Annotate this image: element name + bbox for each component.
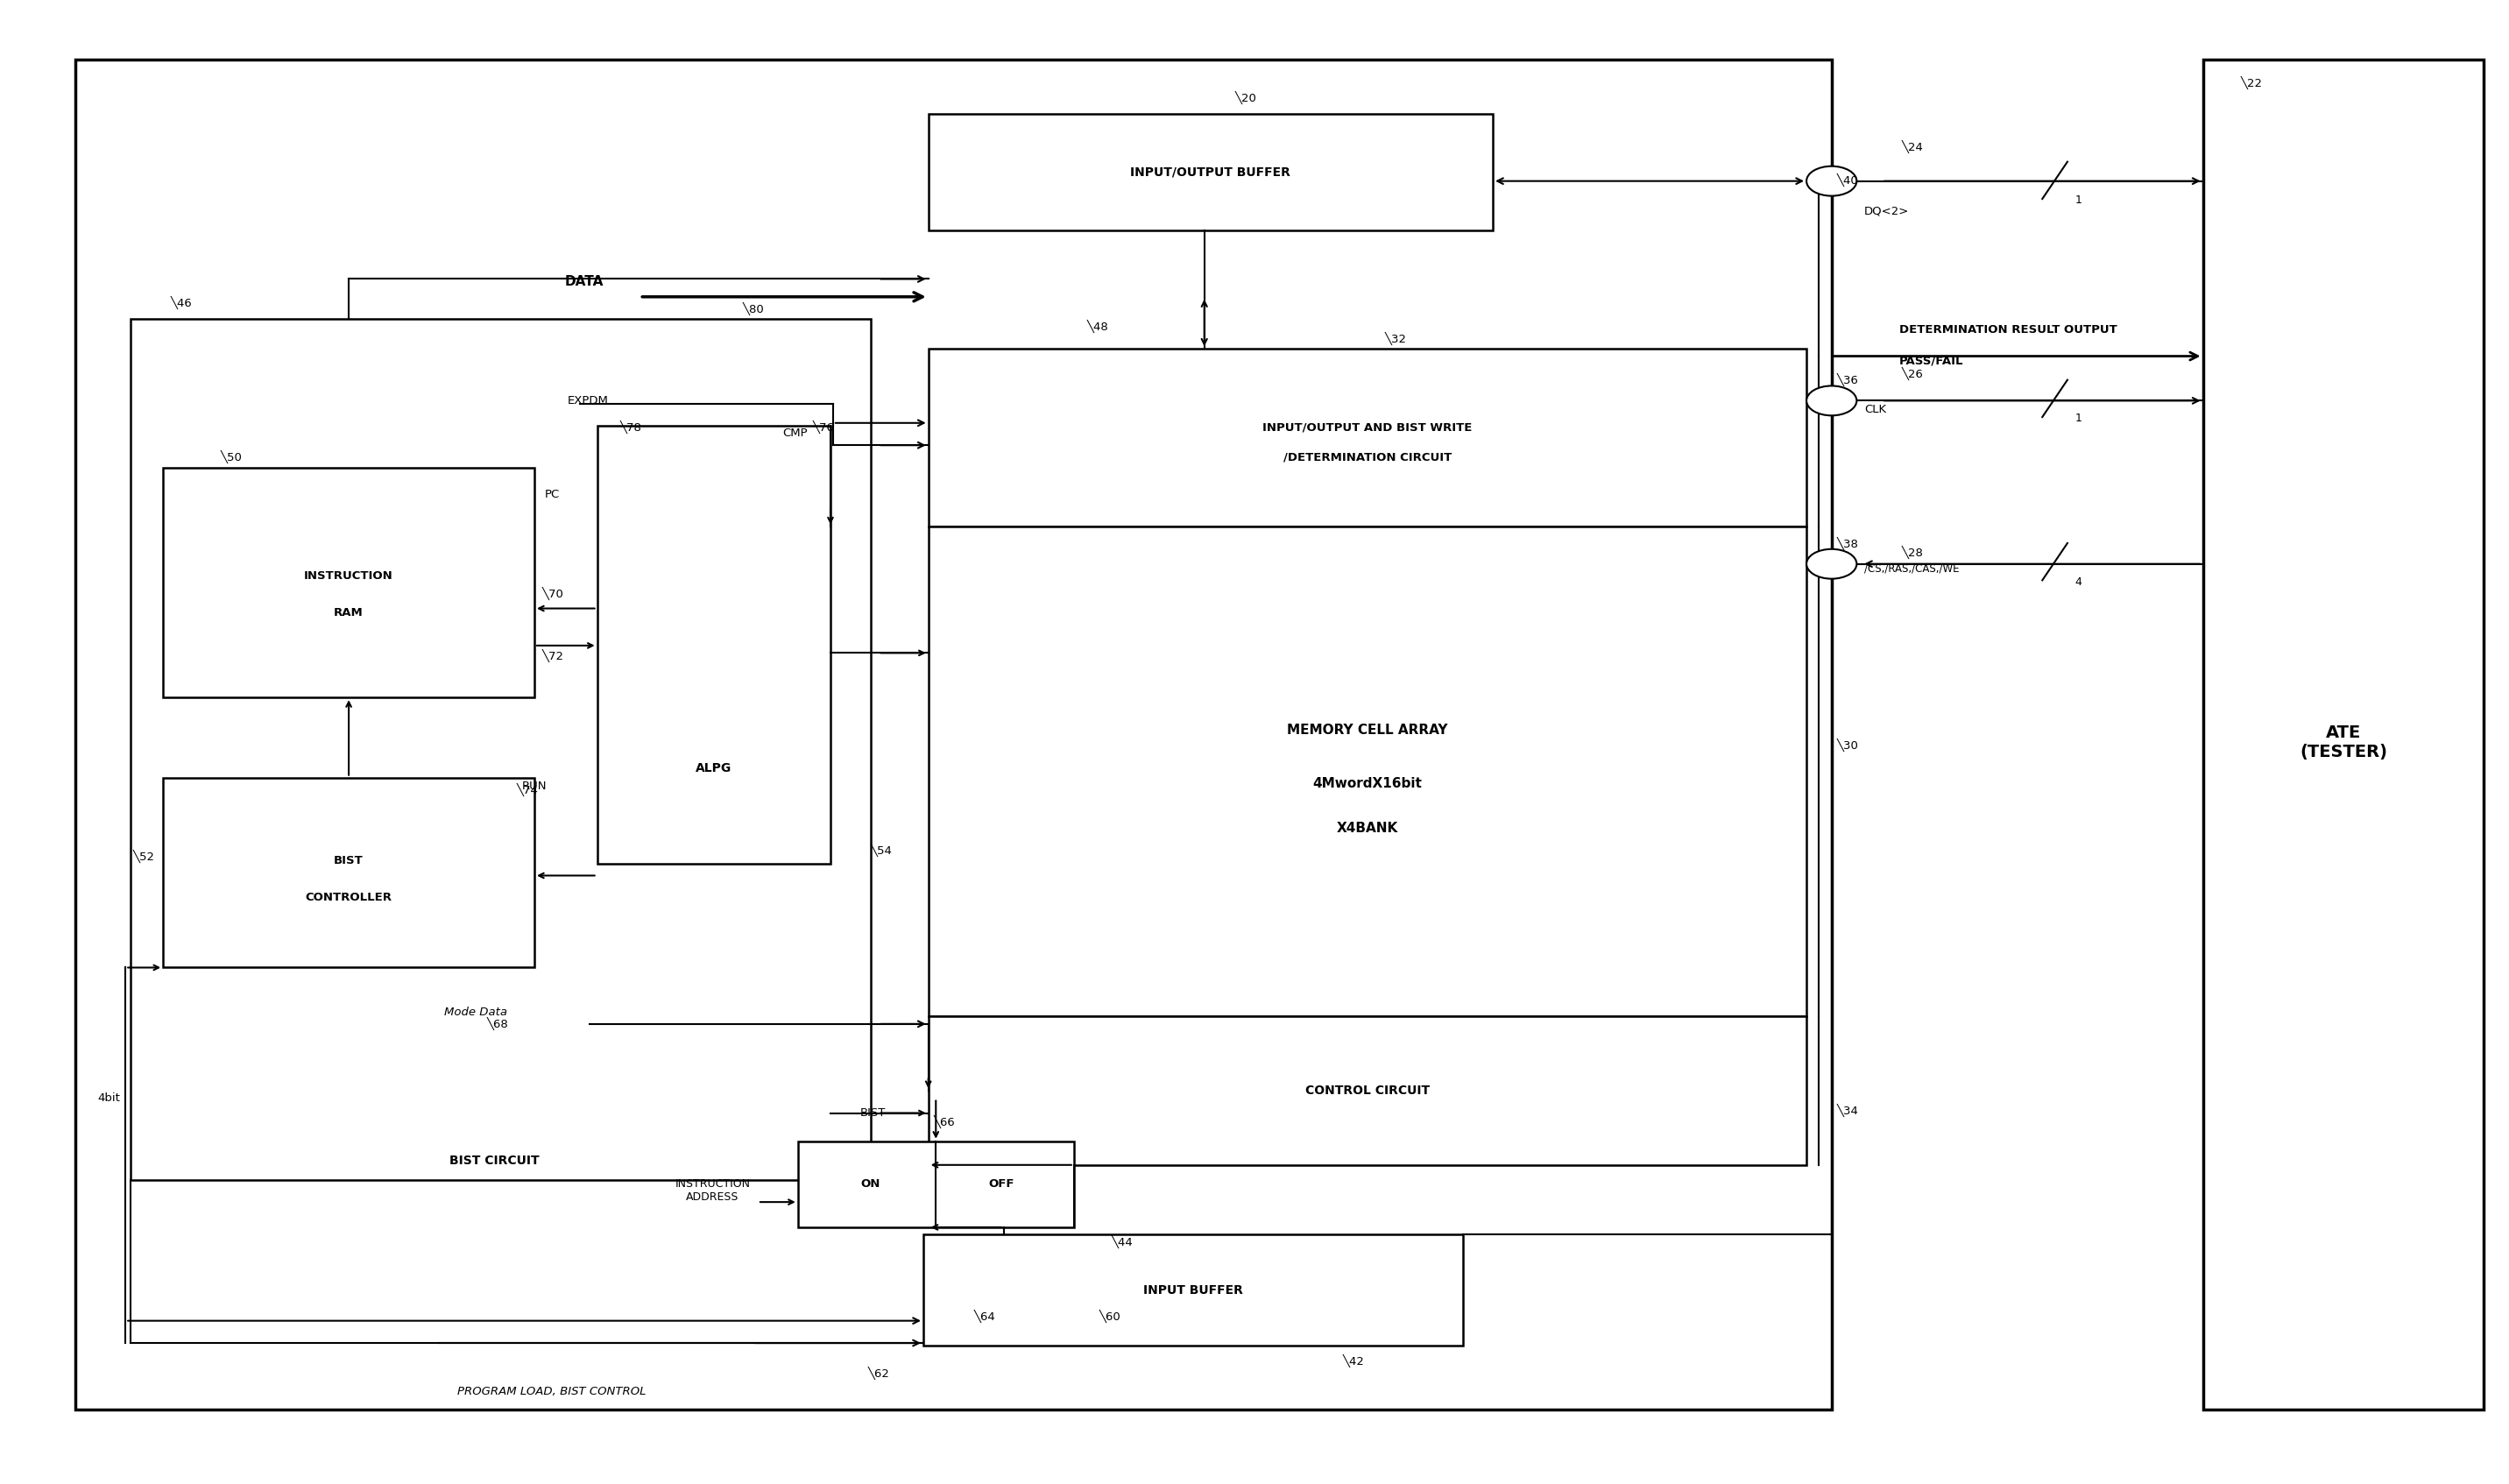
Bar xyxy=(163,778,534,968)
Text: PROGRAM LOAD, BIST CONTROL: PROGRAM LOAD, BIST CONTROL xyxy=(457,1386,647,1398)
Text: /DETERMINATION CIRCUIT: /DETERMINATION CIRCUIT xyxy=(1282,451,1453,463)
Bar xyxy=(2203,59,2484,1410)
Text: ╲50: ╲50 xyxy=(221,451,243,463)
Text: CLK: CLK xyxy=(1864,404,1887,416)
Text: X4BANK: X4BANK xyxy=(1337,822,1398,834)
Text: BIST: BIST xyxy=(334,855,364,867)
Text: ╲80: ╲80 xyxy=(743,303,765,315)
Bar xyxy=(928,1017,1806,1165)
Text: ╲60: ╲60 xyxy=(1099,1310,1122,1322)
Bar xyxy=(163,467,534,697)
Text: BIST: BIST xyxy=(861,1107,886,1119)
Text: BIST CIRCUIT: BIST CIRCUIT xyxy=(449,1155,539,1166)
Text: ╲64: ╲64 xyxy=(973,1310,996,1322)
Bar xyxy=(597,426,830,864)
Text: INPUT BUFFER: INPUT BUFFER xyxy=(1144,1284,1242,1297)
Text: ╲38: ╲38 xyxy=(1837,537,1859,549)
Text: INSTRUCTION
ADDRESS: INSTRUCTION ADDRESS xyxy=(675,1178,750,1202)
Text: ╲66: ╲66 xyxy=(933,1116,956,1128)
Text: EXPDM: EXPDM xyxy=(567,395,607,407)
Text: ╲74: ╲74 xyxy=(517,784,539,795)
Text: ╲40: ╲40 xyxy=(1837,174,1859,186)
Text: ╲36: ╲36 xyxy=(1837,374,1859,386)
Circle shape xyxy=(1806,166,1857,196)
Text: 4bit: 4bit xyxy=(98,1092,120,1104)
Text: ╲28: ╲28 xyxy=(1902,546,1924,558)
Text: MEMORY CELL ARRAY: MEMORY CELL ARRAY xyxy=(1287,724,1448,736)
Text: ╲52: ╲52 xyxy=(133,850,156,862)
Text: 4MwordX16bit: 4MwordX16bit xyxy=(1312,778,1423,789)
Text: 1: 1 xyxy=(2075,194,2082,206)
Text: ╲44: ╲44 xyxy=(1111,1236,1134,1248)
Bar xyxy=(75,59,1832,1410)
Bar xyxy=(798,1141,1074,1227)
Text: CMP: CMP xyxy=(783,427,808,439)
Text: ╲30: ╲30 xyxy=(1837,739,1859,751)
Text: PASS/FAIL: PASS/FAIL xyxy=(1899,355,1965,367)
Text: ╲24: ╲24 xyxy=(1902,141,1924,153)
Text: INSTRUCTION: INSTRUCTION xyxy=(304,570,394,582)
Text: ╲68: ╲68 xyxy=(487,1018,509,1030)
Text: ╲72: ╲72 xyxy=(542,650,565,662)
Text: Mode Data: Mode Data xyxy=(444,1006,507,1018)
Text: ╲54: ╲54 xyxy=(871,844,893,856)
Circle shape xyxy=(1806,549,1857,579)
Text: ╲20: ╲20 xyxy=(1234,92,1257,104)
Text: /CS,/RAS,/CAS,/WE: /CS,/RAS,/CAS,/WE xyxy=(1864,562,1960,574)
Bar xyxy=(130,319,871,1180)
Circle shape xyxy=(1806,386,1857,416)
Text: ATE
(TESTER): ATE (TESTER) xyxy=(2301,724,2386,760)
Text: ╲70: ╲70 xyxy=(542,588,565,600)
Bar xyxy=(928,114,1493,230)
Text: INPUT/OUTPUT BUFFER: INPUT/OUTPUT BUFFER xyxy=(1132,166,1290,178)
Text: RUN: RUN xyxy=(522,781,547,792)
Text: CONTROLLER: CONTROLLER xyxy=(306,892,391,904)
Text: ╲46: ╲46 xyxy=(171,297,193,309)
Text: ╲48: ╲48 xyxy=(1086,321,1109,332)
Text: ╲26: ╲26 xyxy=(1902,368,1924,380)
Bar xyxy=(928,527,1806,1017)
Text: ╲78: ╲78 xyxy=(620,421,642,433)
Text: ╲62: ╲62 xyxy=(868,1367,891,1379)
Text: RAM: RAM xyxy=(334,607,364,619)
Text: OFF: OFF xyxy=(989,1178,1014,1190)
Text: ╲76: ╲76 xyxy=(813,421,835,433)
Text: DETERMINATION RESULT OUTPUT: DETERMINATION RESULT OUTPUT xyxy=(1899,324,2118,335)
Text: DATA: DATA xyxy=(565,276,605,288)
Text: ╲34: ╲34 xyxy=(1837,1104,1859,1116)
Text: ON: ON xyxy=(861,1178,881,1190)
Bar xyxy=(923,1235,1463,1346)
Text: 1: 1 xyxy=(2075,413,2082,424)
Text: ╲22: ╲22 xyxy=(2241,77,2263,89)
Text: 4: 4 xyxy=(2075,576,2082,588)
Text: ╲32: ╲32 xyxy=(1385,332,1408,344)
Text: ALPG: ALPG xyxy=(695,763,733,775)
Text: CONTROL CIRCUIT: CONTROL CIRCUIT xyxy=(1305,1085,1430,1097)
Bar xyxy=(928,349,1806,527)
Text: INPUT/OUTPUT AND BIST WRITE: INPUT/OUTPUT AND BIST WRITE xyxy=(1262,421,1473,433)
Text: PC: PC xyxy=(544,488,560,500)
Text: DQ<2>: DQ<2> xyxy=(1864,205,1909,217)
Text: ╲42: ╲42 xyxy=(1342,1355,1365,1367)
